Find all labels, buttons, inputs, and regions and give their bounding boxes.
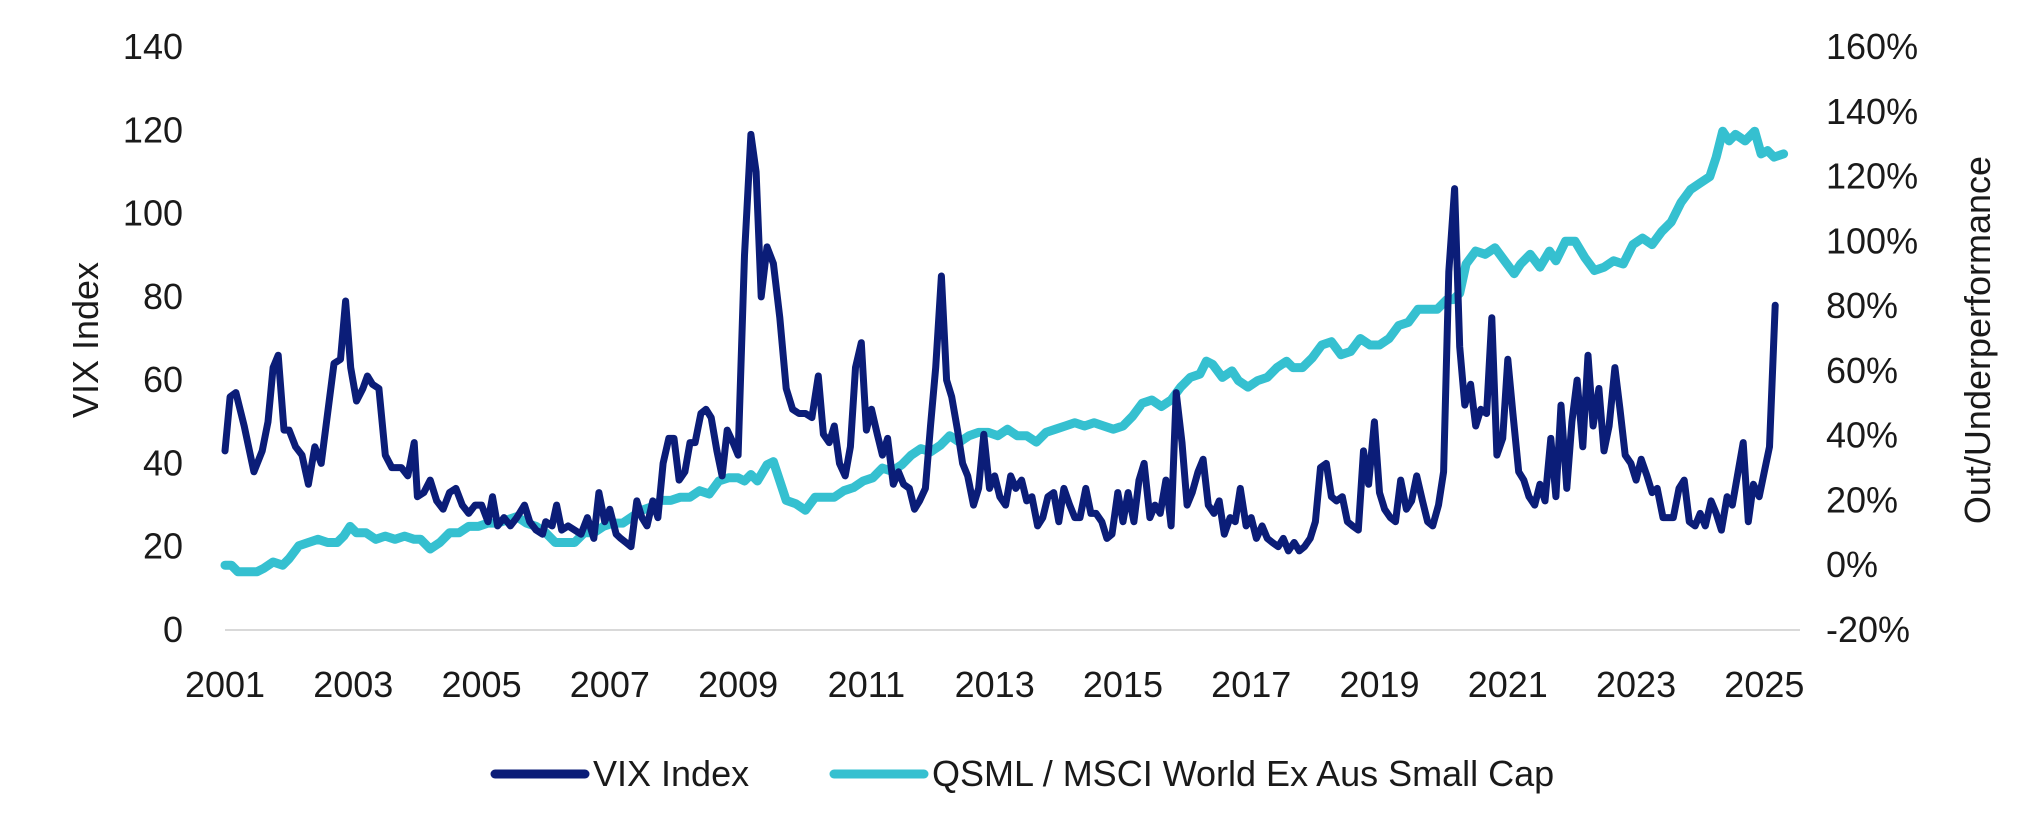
y2-tick-label: -20% [1826, 609, 1910, 650]
legend-label-vix: VIX Index [593, 753, 749, 794]
y2-tick-label: 120% [1826, 156, 1918, 197]
legend-label-qsml: QSML / MSCI World Ex Aus Small Cap [932, 753, 1554, 794]
y2-tick-label: 100% [1826, 220, 1918, 261]
x-tick-label: 2003 [313, 664, 393, 705]
y-tick-label: 40 [143, 442, 183, 483]
x-tick-label: 2023 [1596, 664, 1676, 705]
y-axis-left-ticks: 0 20 40 60 80 100 120 140 [123, 26, 183, 650]
x-tick-label: 2025 [1724, 664, 1804, 705]
series-layer [220, 126, 1789, 577]
y2-tick-label: 40% [1826, 415, 1898, 456]
y-tick-label: 140 [123, 26, 183, 67]
x-tick-label: 2009 [698, 664, 778, 705]
series-line-qsml [220, 126, 1789, 577]
y2-tick-label: 160% [1826, 26, 1918, 67]
y-tick-label: 100 [123, 193, 183, 234]
y2-tick-label: 0% [1826, 544, 1878, 585]
x-axis-ticks: 2001 2003 2005 2007 2009 2011 2013 2015 2017 2019… [185, 664, 1804, 705]
y2-tick-label: 60% [1826, 350, 1898, 391]
y-tick-label: 120 [123, 109, 183, 150]
x-tick-label: 2013 [955, 664, 1035, 705]
x-tick-label: 2005 [442, 664, 522, 705]
y-tick-label: 60 [143, 359, 183, 400]
y-tick-label: 80 [143, 276, 183, 317]
y2-tick-label: 20% [1826, 479, 1898, 520]
x-tick-label: 2021 [1468, 664, 1548, 705]
y-tick-label: 20 [143, 526, 183, 567]
legend: VIX Index QSML / MSCI World Ex Aus Small… [490, 753, 1554, 794]
x-tick-label: 2019 [1339, 664, 1419, 705]
y-axis-title: VIX Index [65, 262, 106, 418]
x-tick-label: 2015 [1083, 664, 1163, 705]
x-tick-label: 2007 [570, 664, 650, 705]
y-tick-label: 0 [163, 609, 183, 650]
x-tick-label: 2017 [1211, 664, 1291, 705]
series-line-vix [221, 130, 1779, 555]
y2-tick-label: 140% [1826, 91, 1918, 132]
x-tick-label: 2001 [185, 664, 265, 705]
x-tick-label: 2011 [828, 664, 905, 705]
y2-tick-label: 80% [1826, 285, 1898, 326]
y-axis-right-ticks: -20% 0% 20% 40% 60% 80% 100% 120% 140% 160% [1826, 26, 1918, 650]
y2-axis-title: Out/Underperformance [1957, 156, 1998, 524]
